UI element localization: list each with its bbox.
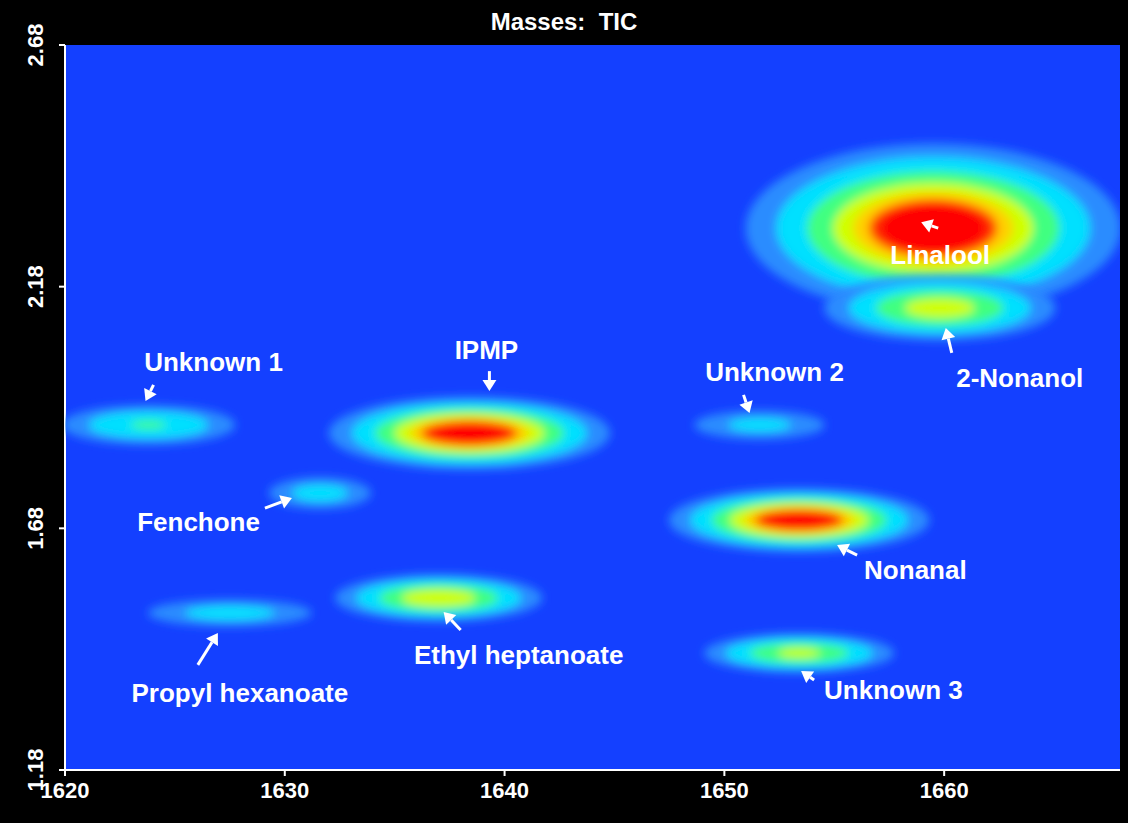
- svg-text:Unknown 3: Unknown 3: [824, 675, 963, 705]
- svg-text:IPMP: IPMP: [455, 335, 519, 365]
- svg-text:1630: 1630: [260, 778, 309, 803]
- svg-text:2.18: 2.18: [23, 265, 48, 308]
- svg-text:Nonanal: Nonanal: [864, 555, 967, 585]
- svg-text:Unknown 2: Unknown 2: [705, 357, 844, 387]
- svg-text:2-Nonanol: 2-Nonanol: [956, 363, 1083, 393]
- svg-text:Unknown 1: Unknown 1: [144, 347, 283, 377]
- svg-text:1.68: 1.68: [23, 507, 48, 550]
- svg-text:1.18: 1.18: [23, 749, 48, 792]
- svg-text:Linalool: Linalool: [890, 240, 990, 270]
- svg-text:Propyl hexanoate: Propyl hexanoate: [131, 678, 348, 708]
- html-text:Masses: TIC: Masses: TIC: [490, 8, 638, 35]
- svg-text:Ethyl heptanoate: Ethyl heptanoate: [414, 640, 623, 670]
- svg-text:1660: 1660: [920, 778, 969, 803]
- svg-text:1640: 1640: [480, 778, 529, 803]
- svg-text:2.68: 2.68: [23, 24, 48, 67]
- svg-text:Fenchone: Fenchone: [137, 507, 260, 537]
- svg-text:1620: 1620: [40, 778, 90, 803]
- svg-text:1650: 1650: [700, 778, 749, 803]
